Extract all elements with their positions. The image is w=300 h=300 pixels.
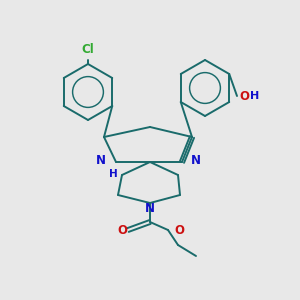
Text: N: N (96, 154, 106, 166)
Text: H: H (109, 169, 117, 179)
Text: O: O (174, 224, 184, 236)
Text: O: O (239, 89, 249, 103)
Text: N: N (145, 202, 155, 215)
Text: O: O (117, 224, 127, 236)
Text: H: H (250, 91, 259, 101)
Text: N: N (191, 154, 201, 166)
Text: Cl: Cl (82, 43, 94, 56)
